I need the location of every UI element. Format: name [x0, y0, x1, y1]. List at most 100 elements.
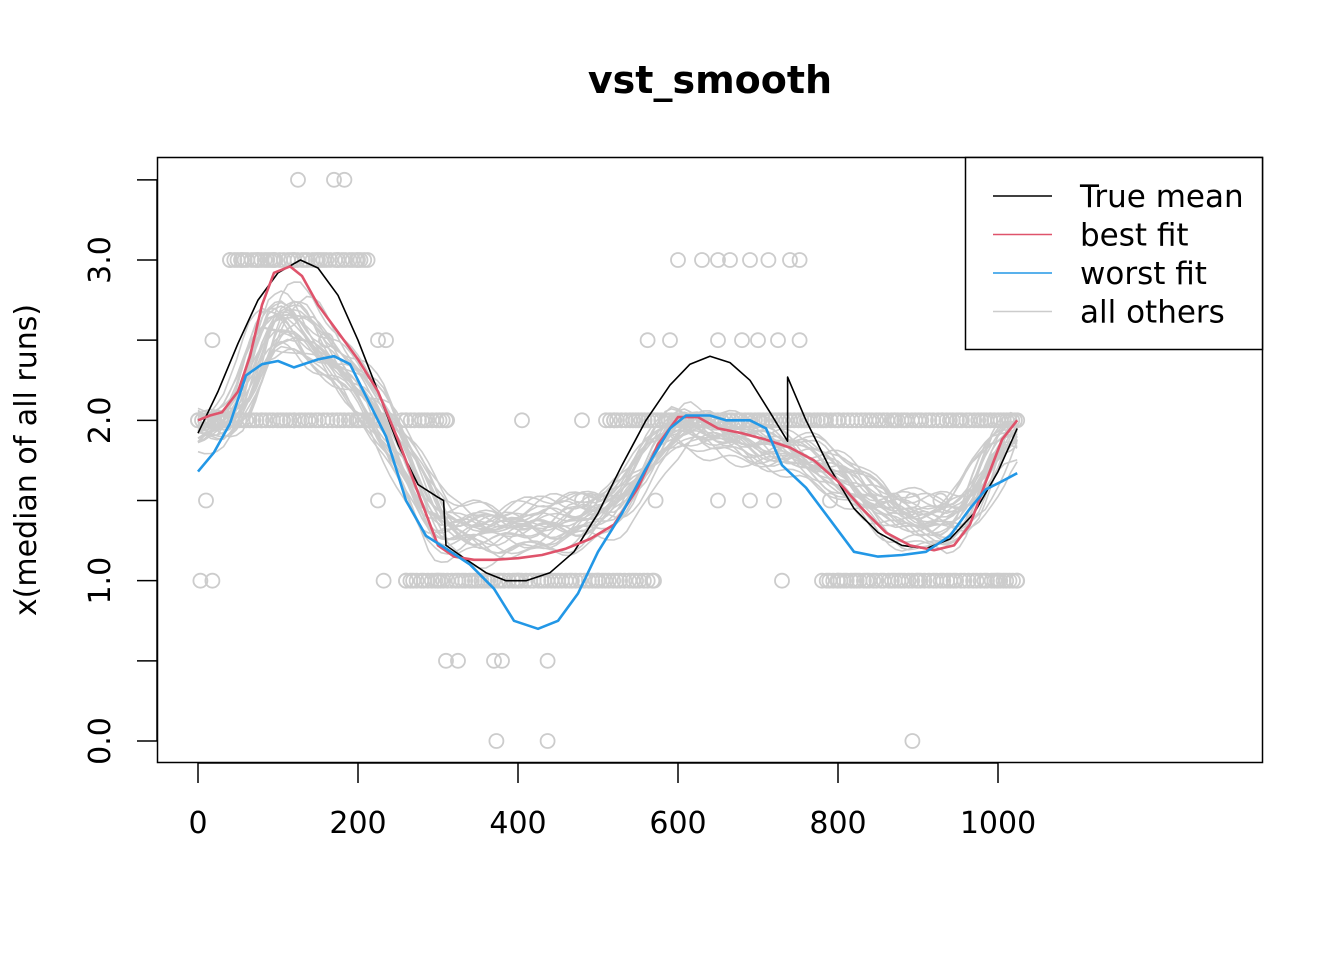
legend-item: True mean: [993, 179, 1244, 215]
other-run-line: [197, 328, 1018, 555]
scatter-point: [370, 492, 386, 509]
scatter-point: [742, 252, 758, 268]
scatter-point: [904, 572, 921, 589]
scatter-point: [653, 412, 670, 429]
scatter-point: [457, 572, 474, 589]
scatter-point: [932, 492, 949, 509]
y-tick-label: 0.0: [83, 717, 118, 765]
scatter-point: [791, 252, 808, 268]
scatter-point: [582, 492, 598, 509]
scatter-point: [791, 332, 808, 349]
other-run-line: [197, 348, 1018, 541]
other-run-line: [197, 311, 1018, 541]
scatter-point: [450, 652, 466, 669]
legend-item: worst fit: [993, 256, 1207, 292]
series-line-best-fit: [197, 265, 1019, 562]
scatter-point: [370, 332, 386, 349]
scatter-point: [408, 572, 425, 589]
scatter-point: [710, 252, 726, 268]
series-line-worst-fit: [197, 354, 1018, 631]
scatter-point: [838, 572, 855, 589]
legend-label: worst fit: [1080, 256, 1207, 292]
scatter-point: [670, 412, 686, 429]
x-tick-label: 800: [809, 806, 866, 841]
scatter-point: [921, 412, 938, 429]
y-axis-label: x(median of all runs): [9, 304, 44, 616]
scatter-point: [710, 332, 726, 349]
chart-title: vst_smooth: [588, 58, 832, 102]
scatter-point: [204, 572, 221, 589]
scatter-point: [254, 412, 270, 429]
scatter-point: [234, 252, 250, 268]
scatter-point: [398, 572, 414, 589]
scatter-point: [822, 412, 839, 429]
scatter-point: [956, 572, 973, 589]
scatter-point: [375, 572, 392, 589]
scatter-point: [1009, 412, 1026, 429]
scatter-point: [934, 412, 950, 429]
scatter-point: [241, 412, 258, 429]
scatter-point: [966, 412, 983, 429]
scatter-point: [986, 412, 1003, 429]
y-tick-label: 1.0: [83, 557, 118, 605]
x-axis: 0 200 400 600 800 1000: [188, 762, 1036, 841]
x-tick-label: 600: [649, 806, 706, 841]
scatter-point: [198, 492, 214, 509]
scatter-point: [1005, 572, 1021, 589]
scatter-point: [435, 572, 452, 589]
legend-item: all others: [993, 295, 1225, 331]
scatter-point: [694, 252, 710, 268]
scatter-point: [290, 171, 306, 188]
scatter-point: [266, 252, 282, 268]
x-tick-label: 400: [489, 806, 546, 841]
scatter-point: [222, 252, 238, 268]
scatter-point: [646, 572, 662, 589]
scatter-point: [322, 252, 339, 268]
scatter-point: [406, 412, 423, 429]
scatter-point: [602, 412, 618, 429]
scatter-point: [864, 412, 880, 429]
scatter-point: [766, 492, 782, 509]
scatter-point: [853, 412, 870, 429]
scatter-point: [606, 412, 622, 429]
scatter-point: [486, 652, 502, 669]
scatter-point: [438, 412, 454, 429]
scatter-point: [590, 572, 606, 589]
legend-item: best fit: [993, 218, 1189, 254]
scatter-point: [990, 572, 1006, 589]
scatter-point: [326, 171, 342, 188]
scatter-point: [617, 412, 634, 429]
scatter-point: [670, 252, 686, 268]
scatter-point: [734, 332, 750, 349]
scatter-point: [960, 572, 977, 589]
scatter-point: [598, 412, 614, 429]
scatter-point: [742, 492, 758, 509]
scatter-point: [835, 412, 852, 429]
scatter-point: [438, 652, 454, 669]
scatter-point: [286, 412, 302, 429]
scatter-point: [310, 252, 326, 268]
legend-label: True mean: [1079, 179, 1244, 215]
scatter-point: [318, 332, 334, 349]
scatter-point: [722, 252, 738, 268]
scatter-point: [419, 572, 436, 589]
y-tick-label: 3.0: [83, 236, 118, 284]
scatter-point: [336, 171, 353, 188]
scatter-point: [488, 733, 505, 749]
scatter-point: [639, 332, 656, 349]
scatter-point: [848, 412, 865, 429]
other-run-line: [197, 308, 1018, 534]
scatter-point: [330, 252, 346, 268]
scatter-layer: [190, 171, 1026, 749]
scatter-point: [303, 412, 320, 429]
scatter-point: [904, 733, 921, 749]
y-tick-label: 2.0: [83, 396, 118, 444]
scatter-point: [886, 492, 902, 509]
x-tick-label: 1000: [960, 806, 1036, 841]
scatter-point: [818, 412, 834, 429]
scatter-point: [770, 332, 786, 349]
scatter-point: [639, 572, 656, 589]
scatter-point: [332, 412, 349, 429]
